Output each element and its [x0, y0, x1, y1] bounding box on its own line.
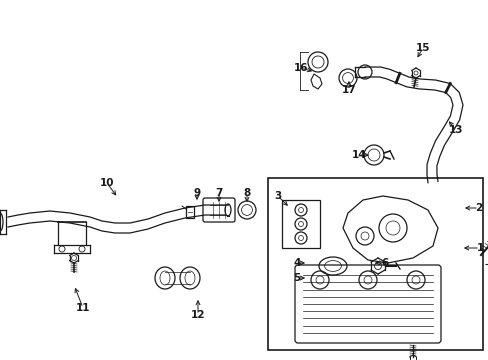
Text: 1: 1	[475, 243, 483, 253]
Text: 14: 14	[351, 150, 366, 160]
Text: 5: 5	[293, 273, 300, 283]
Text: 2: 2	[474, 203, 482, 213]
Bar	[282, 200, 319, 248]
Text: 4: 4	[293, 258, 300, 268]
Text: 16: 16	[293, 63, 307, 73]
Text: 10: 10	[100, 178, 114, 188]
Text: 6: 6	[381, 258, 388, 268]
Text: 9: 9	[193, 188, 200, 198]
Text: 3: 3	[274, 191, 281, 201]
Text: 12: 12	[190, 310, 205, 320]
Text: 17: 17	[341, 85, 356, 95]
Text: 15: 15	[415, 43, 429, 53]
Text: 7: 7	[215, 188, 222, 198]
Text: 11: 11	[76, 303, 90, 313]
Text: 13: 13	[448, 125, 462, 135]
Bar	[185, 206, 194, 218]
Text: 8: 8	[243, 188, 250, 198]
Bar	[267, 178, 482, 350]
